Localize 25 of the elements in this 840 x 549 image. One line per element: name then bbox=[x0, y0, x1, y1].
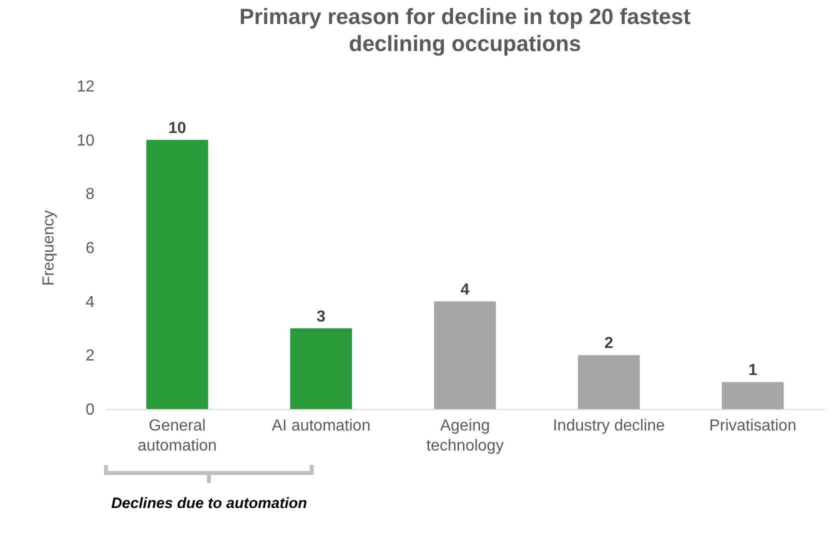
bar bbox=[146, 140, 208, 409]
y-axis-title: Frequency bbox=[40, 210, 58, 286]
y-tick-label: 10 bbox=[76, 132, 95, 150]
bar bbox=[434, 301, 496, 409]
data-label: 2 bbox=[604, 335, 614, 352]
y-tick-label: 8 bbox=[86, 186, 95, 204]
x-tick-label: AI automation bbox=[272, 418, 370, 434]
text: Declines due to automation bbox=[111, 495, 308, 512]
x-tick-label: Ageing technology bbox=[426, 418, 504, 454]
y-tick-label: 6 bbox=[86, 240, 95, 257]
y-tick-label: 12 bbox=[76, 78, 95, 96]
x-tick-label: Industry decline bbox=[552, 418, 666, 434]
bar bbox=[290, 328, 352, 409]
x-tick-label: Privatisation bbox=[709, 418, 796, 434]
data-label: 1 bbox=[748, 362, 758, 380]
data-label: 4 bbox=[460, 281, 470, 298]
data-label: 3 bbox=[316, 308, 326, 326]
chart-title: Primary reason for decline in top 20 fastest declining occupations bbox=[239, 4, 692, 56]
y-tick-label: 2 bbox=[86, 348, 95, 365]
x-tick-label: General automation bbox=[138, 418, 217, 454]
y-tick-label: 4 bbox=[86, 294, 95, 311]
y-tick-label: 0 bbox=[86, 402, 95, 418]
data-label: 10 bbox=[168, 120, 186, 137]
bar bbox=[722, 382, 784, 409]
bar bbox=[578, 355, 640, 409]
